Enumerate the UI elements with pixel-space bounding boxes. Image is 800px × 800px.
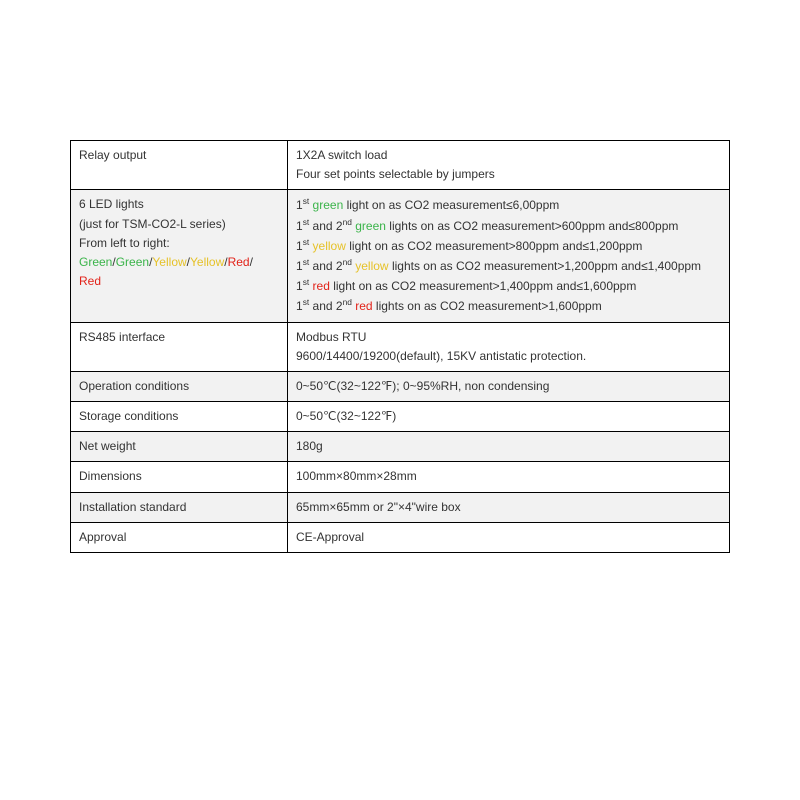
- row-net: Net weight 180g: [71, 432, 730, 462]
- row-relay: Relay output 1X2A switch load Four set p…: [71, 141, 730, 190]
- row-store: Storage conditions 0~50℃(32~122℉): [71, 402, 730, 432]
- spec-table-container: Relay output 1X2A switch load Four set p…: [70, 140, 730, 553]
- led-line-5: 1st red light on as CO2 measurement>1,40…: [296, 279, 636, 293]
- led-line-6: 1st and 2nd red lights on as CO2 measure…: [296, 299, 602, 313]
- relay-line2: Four set points selectable by jumpers: [296, 167, 495, 181]
- appr-label: Approval: [71, 522, 288, 552]
- inst-label: Installation standard: [71, 492, 288, 522]
- net-label: Net weight: [71, 432, 288, 462]
- leds-color-red1: Red: [228, 255, 250, 269]
- store-label: Storage conditions: [71, 402, 288, 432]
- row-appr: Approval CE-Approval: [71, 522, 730, 552]
- relay-value: 1X2A switch load Four set points selecta…: [288, 141, 730, 190]
- leds-label: 6 LED lights (just for TSM-CO2-L series)…: [71, 190, 288, 322]
- leds-color-red2: Red: [79, 274, 101, 288]
- spec-table: Relay output 1X2A switch load Four set p…: [70, 140, 730, 553]
- leds-color-yellow1: Yellow: [152, 255, 186, 269]
- op-label: Operation conditions: [71, 371, 288, 401]
- row-dim: Dimensions 100mm×80mm×28mm: [71, 462, 730, 492]
- row-inst: Installation standard 65mm×65mm or 2"×4"…: [71, 492, 730, 522]
- row-op: Operation conditions 0~50℃(32~122℉); 0~9…: [71, 371, 730, 401]
- leds-label-1: 6 LED lights: [79, 197, 144, 211]
- leds-label-2: (just for TSM-CO2-L series): [79, 217, 226, 231]
- dim-value: 100mm×80mm×28mm: [288, 462, 730, 492]
- led-line-4: 1st and 2nd yellow lights on as CO2 meas…: [296, 259, 701, 273]
- relay-line1: 1X2A switch load: [296, 148, 387, 162]
- leds-color-green2: Green: [116, 255, 149, 269]
- rs485-line1: Modbus RTU: [296, 330, 366, 344]
- rs485-label: RS485 interface: [71, 322, 288, 371]
- leds-color-yellow2: Yellow: [190, 255, 224, 269]
- rs485-value: Modbus RTU 9600/14400/19200(default), 15…: [288, 322, 730, 371]
- leds-color-green1: Green: [79, 255, 112, 269]
- leds-value: 1st green light on as CO2 measurement≤6,…: [288, 190, 730, 322]
- appr-value: CE-Approval: [288, 522, 730, 552]
- leds-label-3: From left to right:: [79, 236, 170, 250]
- net-value: 180g: [288, 432, 730, 462]
- dim-label: Dimensions: [71, 462, 288, 492]
- rs485-line2: 9600/14400/19200(default), 15KV antistat…: [296, 349, 586, 363]
- store-value: 0~50℃(32~122℉): [288, 402, 730, 432]
- op-value: 0~50℃(32~122℉); 0~95%RH, non condensing: [288, 371, 730, 401]
- led-line-2: 1st and 2nd green lights on as CO2 measu…: [296, 219, 678, 233]
- row-rs485: RS485 interface Modbus RTU 9600/14400/19…: [71, 322, 730, 371]
- row-leds: 6 LED lights (just for TSM-CO2-L series)…: [71, 190, 730, 322]
- inst-value: 65mm×65mm or 2"×4"wire box: [288, 492, 730, 522]
- led-line-1: 1st green light on as CO2 measurement≤6,…: [296, 198, 559, 212]
- slash: /: [250, 255, 253, 269]
- relay-label: Relay output: [71, 141, 288, 190]
- led-line-3: 1st yellow light on as CO2 measurement>8…: [296, 239, 642, 253]
